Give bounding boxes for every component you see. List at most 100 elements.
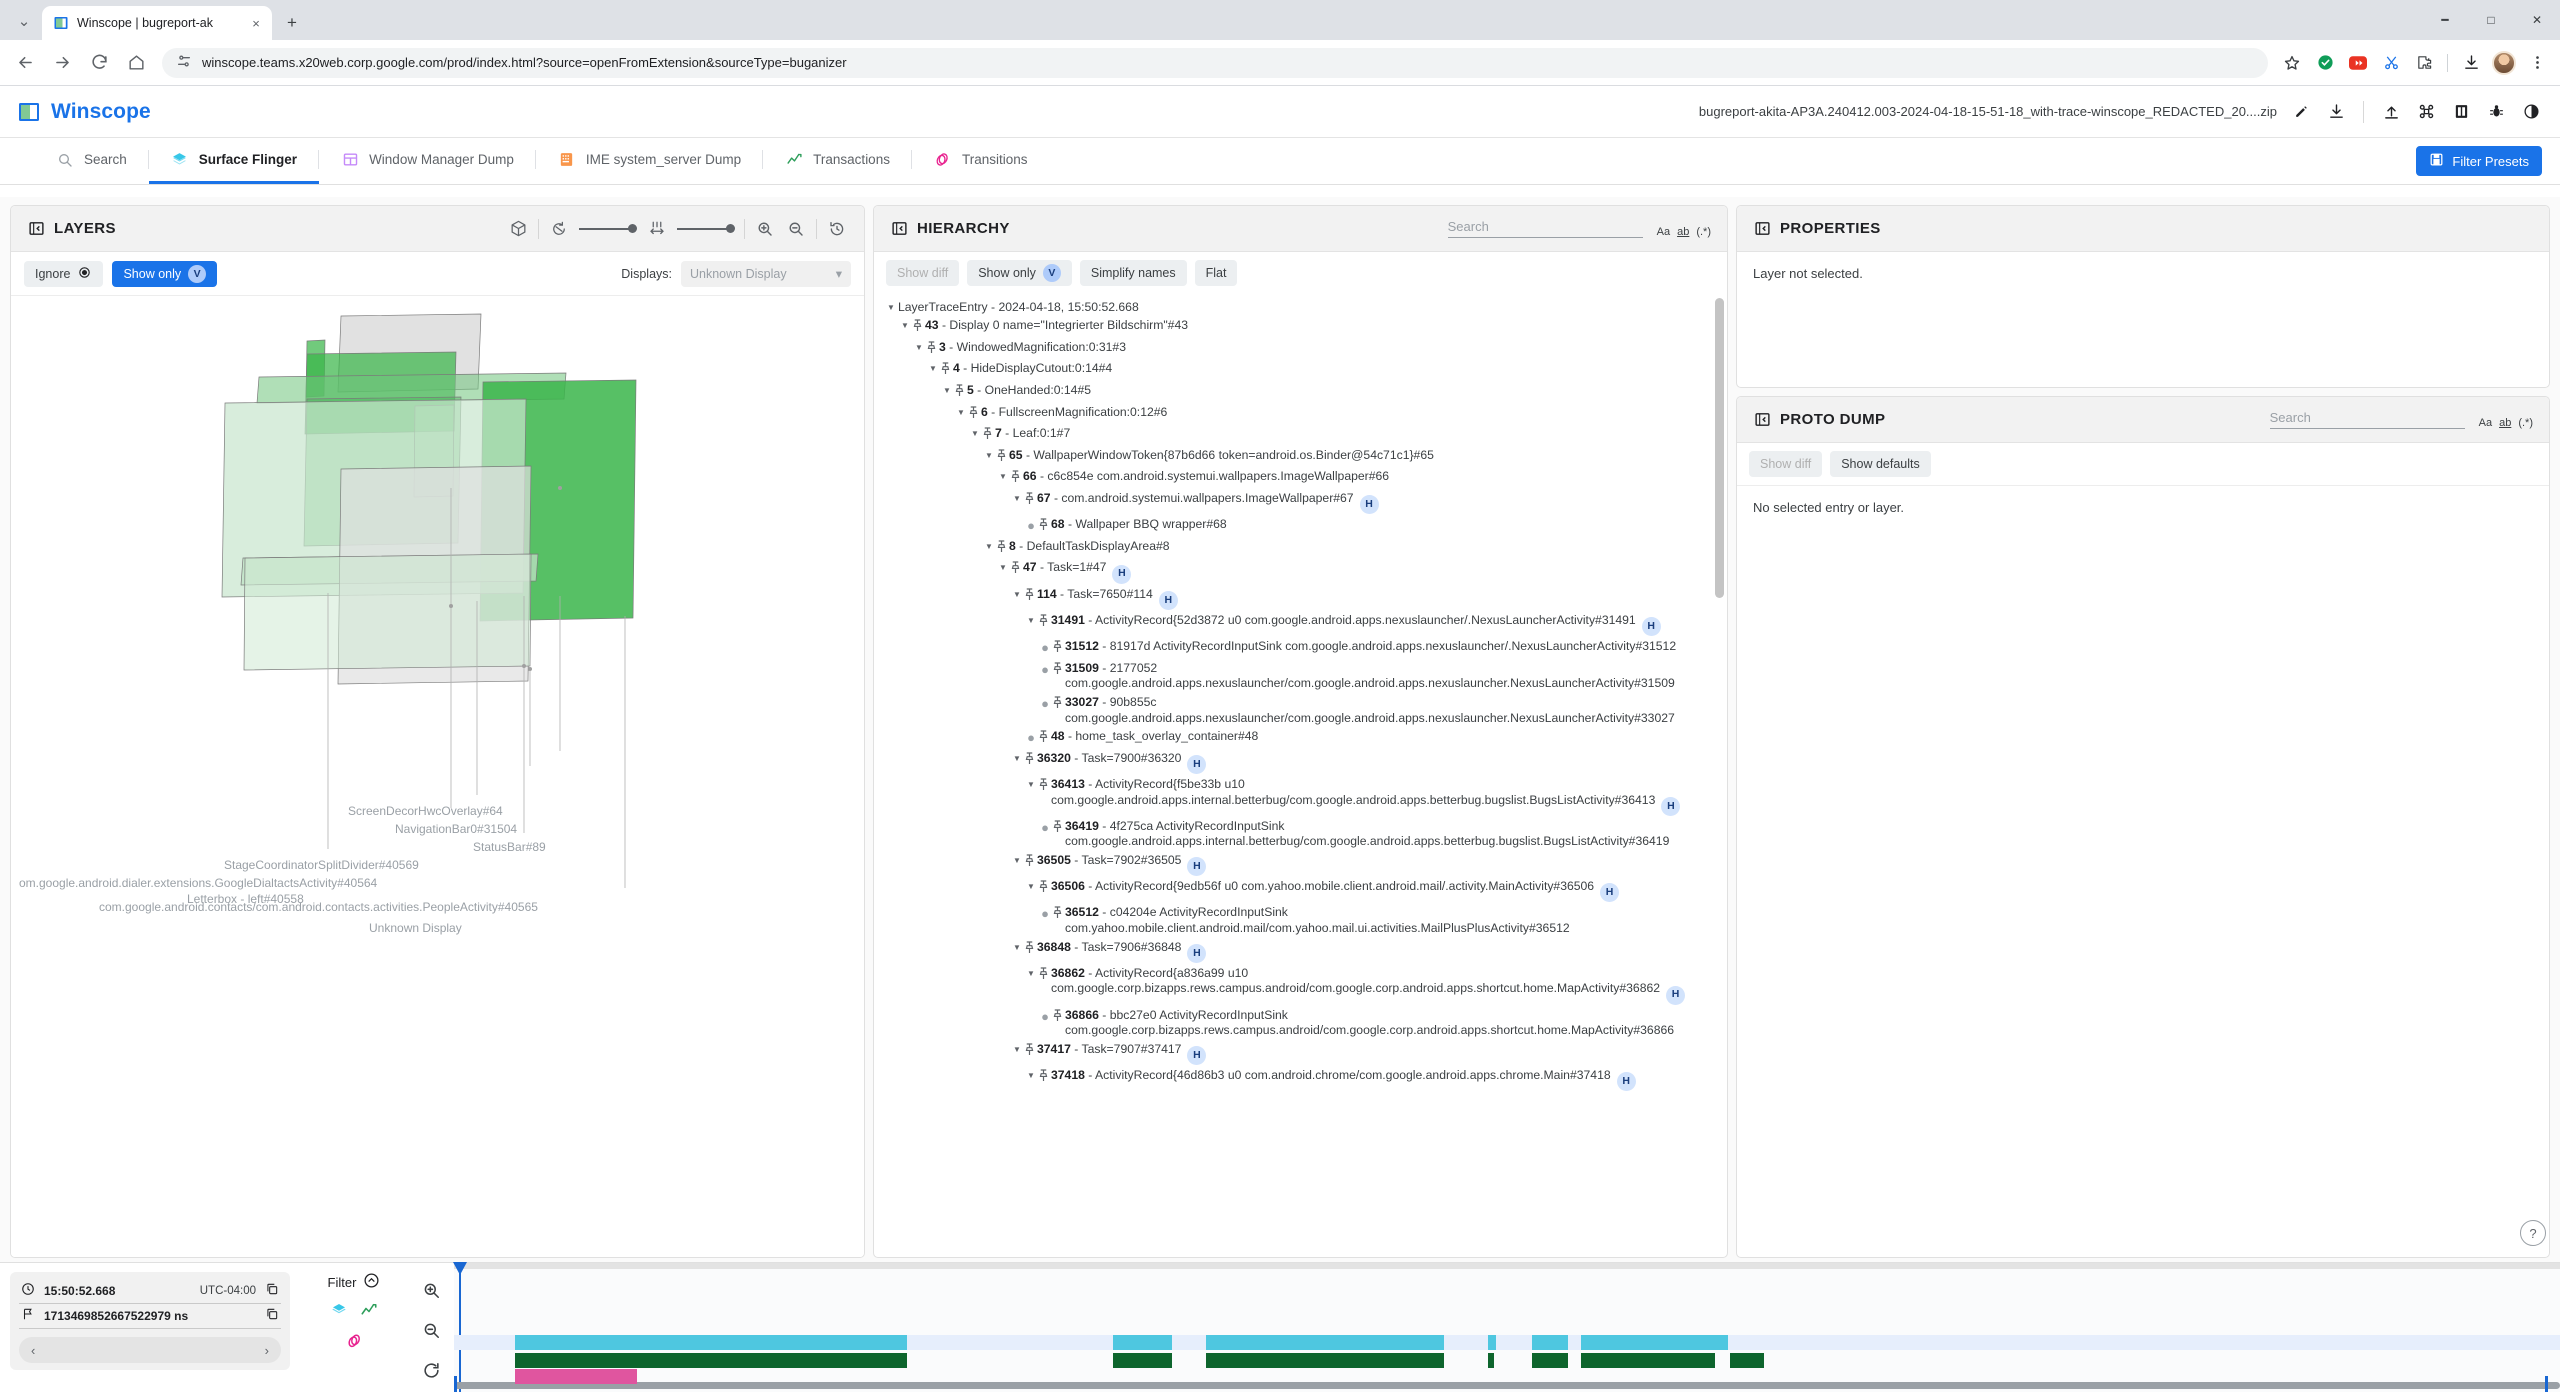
youtube-extension-icon[interactable]: [2343, 48, 2373, 78]
timeline-segment[interactable]: [515, 1353, 907, 1368]
pin-icon[interactable]: [954, 383, 967, 402]
pin-icon[interactable]: [912, 318, 925, 337]
timeline-segment[interactable]: [1113, 1353, 1173, 1368]
tree-node[interactable]: ▼ 8 - DefaultTaskDisplayArea#8: [874, 537, 1727, 559]
pin-icon[interactable]: [1052, 695, 1065, 714]
reset-history-icon[interactable]: [826, 218, 848, 240]
timeline-segment[interactable]: [1205, 1335, 1314, 1350]
zoom-out-icon[interactable]: [785, 218, 807, 240]
tree-node[interactable]: ● 68 - Wallpaper BBQ wrapper#68: [874, 516, 1727, 538]
zoom-in-icon[interactable]: [422, 1281, 441, 1305]
transactions-track[interactable]: [454, 1353, 2560, 1368]
collapse-panel-icon[interactable]: [1753, 220, 1771, 238]
profile-avatar[interactable]: [2489, 48, 2519, 78]
rotation-icon[interactable]: [548, 218, 570, 240]
expand-arrow-icon[interactable]: ▼: [887, 302, 895, 312]
expand-arrow-icon[interactable]: ▼: [1013, 942, 1021, 952]
timeline-segment[interactable]: [1532, 1353, 1569, 1368]
tree-node[interactable]: ● 36866 - bbc27e0 ActivityRecordInputSink…: [874, 1006, 1727, 1040]
pin-icon[interactable]: [1038, 729, 1051, 748]
timeline-segment[interactable]: [1205, 1353, 1314, 1368]
pin-icon[interactable]: [1052, 819, 1065, 838]
pin-icon[interactable]: [1024, 853, 1037, 872]
pin-icon[interactable]: [1010, 469, 1023, 488]
tree-node[interactable]: ▼ 3 - WindowedMagnification:0:31#3: [874, 338, 1727, 360]
green-check-extension-icon[interactable]: [2310, 48, 2340, 78]
reset-zoom-icon[interactable]: [422, 1361, 441, 1385]
tree-node[interactable]: ▼ 36848 - Task=7906#36848 H: [874, 938, 1727, 964]
help-icon[interactable]: ?: [2520, 1220, 2546, 1246]
bookmark-star-icon[interactable]: [2277, 48, 2307, 78]
tree-scrollbar[interactable]: [1715, 298, 1724, 1243]
tree-node[interactable]: ▼ 43 - Display 0 name="Integrierter Bilds…: [874, 317, 1727, 339]
collapse-panel-icon[interactable]: [890, 220, 908, 238]
timeline-scrollbar[interactable]: [454, 1382, 2560, 1389]
tree-node[interactable]: ▼ 66 - c6c854e com.android.systemui.wallp…: [874, 468, 1727, 490]
pin-icon[interactable]: [1038, 966, 1051, 985]
simplify-names-button[interactable]: Simplify names: [1079, 260, 1187, 286]
tree-node[interactable]: ▼ 114 - Task=7650#114 H: [874, 585, 1727, 611]
tab-surface-flinger[interactable]: Surface Flinger: [148, 138, 320, 184]
pin-icon[interactable]: [1052, 639, 1065, 658]
show-only-layers-button[interactable]: Show only V: [112, 260, 218, 287]
pin-icon[interactable]: [1038, 613, 1051, 632]
tree-node[interactable]: ● 31512 - 81917d ActivityRecordInputSink …: [874, 638, 1727, 660]
timeline-segment[interactable]: [1730, 1353, 1764, 1368]
pin-icon[interactable]: [1052, 1008, 1065, 1027]
pin-icon[interactable]: [1052, 661, 1065, 680]
tree-node[interactable]: ▼ 36505 - Task=7902#36505 H: [874, 852, 1727, 878]
zoom-out-icon[interactable]: [422, 1321, 441, 1345]
shortcuts-icon[interactable]: [2415, 101, 2437, 123]
tab-transitions[interactable]: Transitions: [912, 138, 1050, 184]
dark-mode-icon[interactable]: [2520, 101, 2542, 123]
timeline-segment[interactable]: [1488, 1353, 1495, 1368]
home-icon[interactable]: [119, 46, 153, 80]
close-window-button[interactable]: ✕: [2531, 13, 2543, 27]
expand-arrow-icon[interactable]: ▼: [1013, 589, 1021, 599]
pin-icon[interactable]: [940, 361, 953, 380]
tree-node[interactable]: ● 33027 - 90b855c com.google.android.apps…: [874, 693, 1727, 727]
expand-arrow-icon[interactable]: ▼: [1013, 856, 1021, 865]
show-only-button[interactable]: Show only V: [967, 260, 1072, 286]
expand-arrow-icon[interactable]: ▼: [1013, 493, 1021, 503]
ignore-button[interactable]: Ignore: [24, 260, 104, 287]
transactions-icon[interactable]: [360, 1301, 378, 1324]
pin-icon[interactable]: [996, 448, 1009, 467]
next-entry-button[interactable]: ›: [264, 1342, 269, 1358]
collapse-panel-icon[interactable]: [27, 220, 45, 238]
back-icon[interactable]: [8, 46, 42, 80]
pin-icon[interactable]: [1052, 905, 1065, 924]
pin-icon[interactable]: [1038, 1068, 1051, 1087]
hierarchy-tree[interactable]: ▼ LayerTraceEntry - 2024-04-18, 15:50:52.…: [874, 294, 1727, 1257]
expand-arrow-icon[interactable]: ▼: [1027, 615, 1035, 625]
flat-button[interactable]: Flat: [1194, 260, 1238, 286]
timeline-segment[interactable]: [515, 1335, 907, 1350]
upload-icon[interactable]: [2380, 101, 2402, 123]
expand-arrow-icon[interactable]: ▼: [985, 541, 993, 551]
timeline-segment[interactable]: [1113, 1335, 1173, 1350]
tree-node[interactable]: ● 36512 - c04204e ActivityRecordInputSink…: [874, 904, 1727, 938]
transitions-icon[interactable]: [345, 1332, 363, 1355]
minimize-button[interactable]: ━: [2441, 13, 2449, 27]
cube-3d-icon[interactable]: [507, 218, 529, 240]
copy-icon[interactable]: [265, 1282, 279, 1299]
expand-arrow-icon[interactable]: ▼: [999, 563, 1007, 573]
pin-icon[interactable]: [1024, 587, 1037, 606]
whole-word-icon[interactable]: ab: [1677, 226, 1690, 238]
tree-node[interactable]: ▼ 36320 - Task=7900#36320 H: [874, 749, 1727, 775]
show-diff-button[interactable]: Show diff: [886, 260, 960, 286]
close-icon[interactable]: ×: [252, 15, 260, 31]
pin-icon[interactable]: [1024, 940, 1037, 959]
proto-dump-search-input[interactable]: Search: [2269, 410, 2465, 429]
chevron-up-icon[interactable]: [363, 1272, 380, 1292]
timeline-segment[interactable]: [1580, 1335, 1729, 1350]
tree-node[interactable]: ▼ 47 - Task=1#47 H: [874, 559, 1727, 585]
match-case-icon[interactable]: Aa: [1656, 226, 1671, 238]
expand-arrow-icon[interactable]: ▼: [915, 342, 923, 352]
tree-node[interactable]: ▼ 5 - OneHanded:0:14#5: [874, 381, 1727, 403]
pin-icon[interactable]: [1038, 517, 1051, 536]
whole-word-icon[interactable]: ab: [2499, 417, 2512, 429]
copy-icon[interactable]: [265, 1307, 279, 1324]
tree-node[interactable]: ▼ 6 - FullscreenMagnification:0:12#6: [874, 403, 1727, 425]
scissors-extension-icon[interactable]: [2376, 48, 2406, 78]
